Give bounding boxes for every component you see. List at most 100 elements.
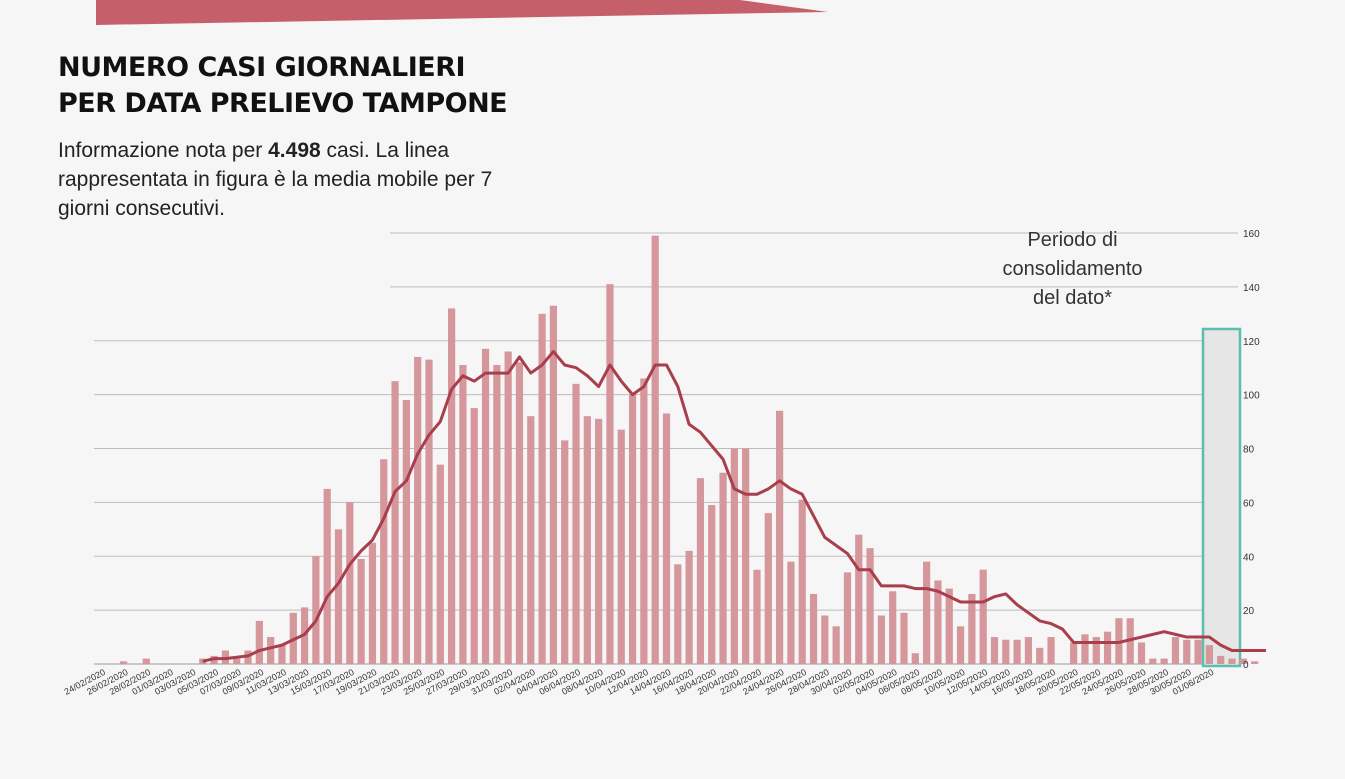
y-axis-tick-labels: 0 20 40 60 80 100 120 140 160 bbox=[1243, 229, 1260, 671]
bar-100 bbox=[1228, 658, 1236, 664]
bar-series bbox=[120, 235, 1259, 665]
bar-45 bbox=[606, 284, 614, 664]
subtitle-prefix: Informazione nota per bbox=[58, 139, 269, 162]
y-tick-label-40: 40 bbox=[1243, 552, 1255, 563]
consolidation-period-box bbox=[1201, 327, 1242, 668]
bar-39 bbox=[538, 313, 546, 664]
bar-71 bbox=[900, 612, 908, 664]
bar-99 bbox=[1217, 655, 1225, 664]
bar-94 bbox=[1160, 658, 1168, 664]
chart-subtitle: Informazione nota per 4.498 casi. La lin… bbox=[58, 136, 538, 223]
bar-102 bbox=[1251, 661, 1259, 664]
bar-15 bbox=[267, 637, 275, 664]
bar-76 bbox=[956, 626, 965, 664]
y-tick-label-100: 100 bbox=[1243, 391, 1260, 402]
consolidation-annotation: Periodo di consolidamento del dato* bbox=[970, 226, 1175, 313]
bar-28 bbox=[414, 356, 422, 664]
bar-54 bbox=[708, 505, 716, 664]
bar-88 bbox=[1092, 637, 1100, 664]
bar-38 bbox=[527, 416, 535, 664]
y-tick-label-60: 60 bbox=[1243, 498, 1255, 509]
bar-97 bbox=[1194, 639, 1202, 664]
bar-36 bbox=[504, 351, 512, 664]
bar-27 bbox=[402, 400, 410, 664]
annotation-line-3: del dato* bbox=[1033, 287, 1112, 309]
moving-average-line bbox=[202, 350, 1266, 663]
bar-12 bbox=[233, 658, 241, 664]
bar-62 bbox=[798, 499, 806, 664]
bar-42 bbox=[572, 383, 580, 664]
bar-89 bbox=[1103, 631, 1112, 664]
bar-92 bbox=[1137, 642, 1146, 664]
bar-67 bbox=[855, 534, 863, 664]
title-line-2: PER DATA PRELIEVO TAMPONE bbox=[58, 88, 508, 119]
y-tick-label-140: 140 bbox=[1243, 283, 1260, 294]
bar-53 bbox=[696, 478, 705, 664]
bar-82 bbox=[1024, 637, 1033, 664]
bar-16 bbox=[278, 645, 286, 664]
bar-57 bbox=[742, 448, 750, 664]
bar-24 bbox=[368, 542, 377, 664]
bar-83 bbox=[1036, 647, 1044, 664]
bar-41 bbox=[561, 440, 569, 664]
y-tick-label-80: 80 bbox=[1243, 445, 1255, 456]
page-title: NUMERO CASI GIORNALIERI PER DATA PRELIEV… bbox=[58, 50, 508, 122]
bar-98 bbox=[1205, 645, 1213, 664]
x-axis-tick-labels: 24/02/202026/02/202028/02/202001/03/2020… bbox=[62, 667, 1215, 697]
bar-43 bbox=[583, 416, 591, 664]
bar-81 bbox=[1013, 639, 1021, 664]
header-banner bbox=[96, 0, 828, 25]
title-line-1: NUMERO CASI GIORNALIERI bbox=[58, 52, 466, 83]
bar-70 bbox=[889, 591, 897, 664]
bar-55 bbox=[719, 472, 727, 664]
bar-86 bbox=[1070, 642, 1078, 664]
bar-95 bbox=[1171, 637, 1180, 664]
bar-51 bbox=[674, 564, 682, 664]
y-tick-label-120: 120 bbox=[1243, 337, 1260, 348]
bar-79 bbox=[990, 637, 999, 664]
y-tick-label-0: 0 bbox=[1243, 660, 1249, 671]
bar-80 bbox=[1002, 639, 1010, 664]
bar-29 bbox=[425, 359, 433, 664]
bar-74 bbox=[934, 580, 942, 664]
bar-26 bbox=[391, 381, 399, 664]
bar-63 bbox=[809, 593, 818, 664]
bar-59 bbox=[764, 513, 772, 664]
moving-average-series bbox=[202, 350, 1266, 663]
bar-37 bbox=[515, 362, 524, 664]
bar-19 bbox=[312, 556, 320, 664]
bar-40 bbox=[549, 305, 557, 664]
subtitle-case-count: 4.498 bbox=[268, 139, 321, 162]
bar-65 bbox=[832, 626, 840, 664]
bar-68 bbox=[866, 548, 874, 664]
bar-34 bbox=[481, 348, 490, 664]
bar-49 bbox=[651, 235, 659, 664]
bar-23 bbox=[357, 558, 365, 664]
bar-44 bbox=[595, 418, 603, 664]
bar-35 bbox=[493, 364, 501, 664]
bar-101 bbox=[1239, 658, 1247, 664]
annotation-line-1: Periodo di bbox=[1027, 229, 1118, 251]
consolidation-rect bbox=[1201, 327, 1242, 668]
bar-56 bbox=[730, 448, 738, 664]
bar-64 bbox=[821, 615, 829, 664]
bar-61 bbox=[787, 561, 795, 664]
bar-46 bbox=[617, 429, 625, 664]
bar-14 bbox=[255, 620, 263, 664]
y-tick-label-160: 160 bbox=[1243, 229, 1260, 240]
banner-shape bbox=[96, 0, 828, 25]
bar-2 bbox=[120, 661, 128, 664]
bar-78 bbox=[979, 569, 987, 664]
bar-77 bbox=[968, 593, 976, 664]
bar-87 bbox=[1081, 634, 1089, 664]
bar-60 bbox=[776, 410, 784, 664]
subtitle-suffix: casi. La linea rappresentata in figura è… bbox=[58, 139, 493, 220]
bar-52 bbox=[685, 550, 693, 664]
bar-30 bbox=[436, 464, 444, 664]
bar-50 bbox=[662, 413, 671, 664]
bar-25 bbox=[380, 459, 388, 664]
bar-48 bbox=[640, 378, 648, 664]
bar-72 bbox=[911, 653, 919, 664]
bar-73 bbox=[923, 561, 931, 664]
